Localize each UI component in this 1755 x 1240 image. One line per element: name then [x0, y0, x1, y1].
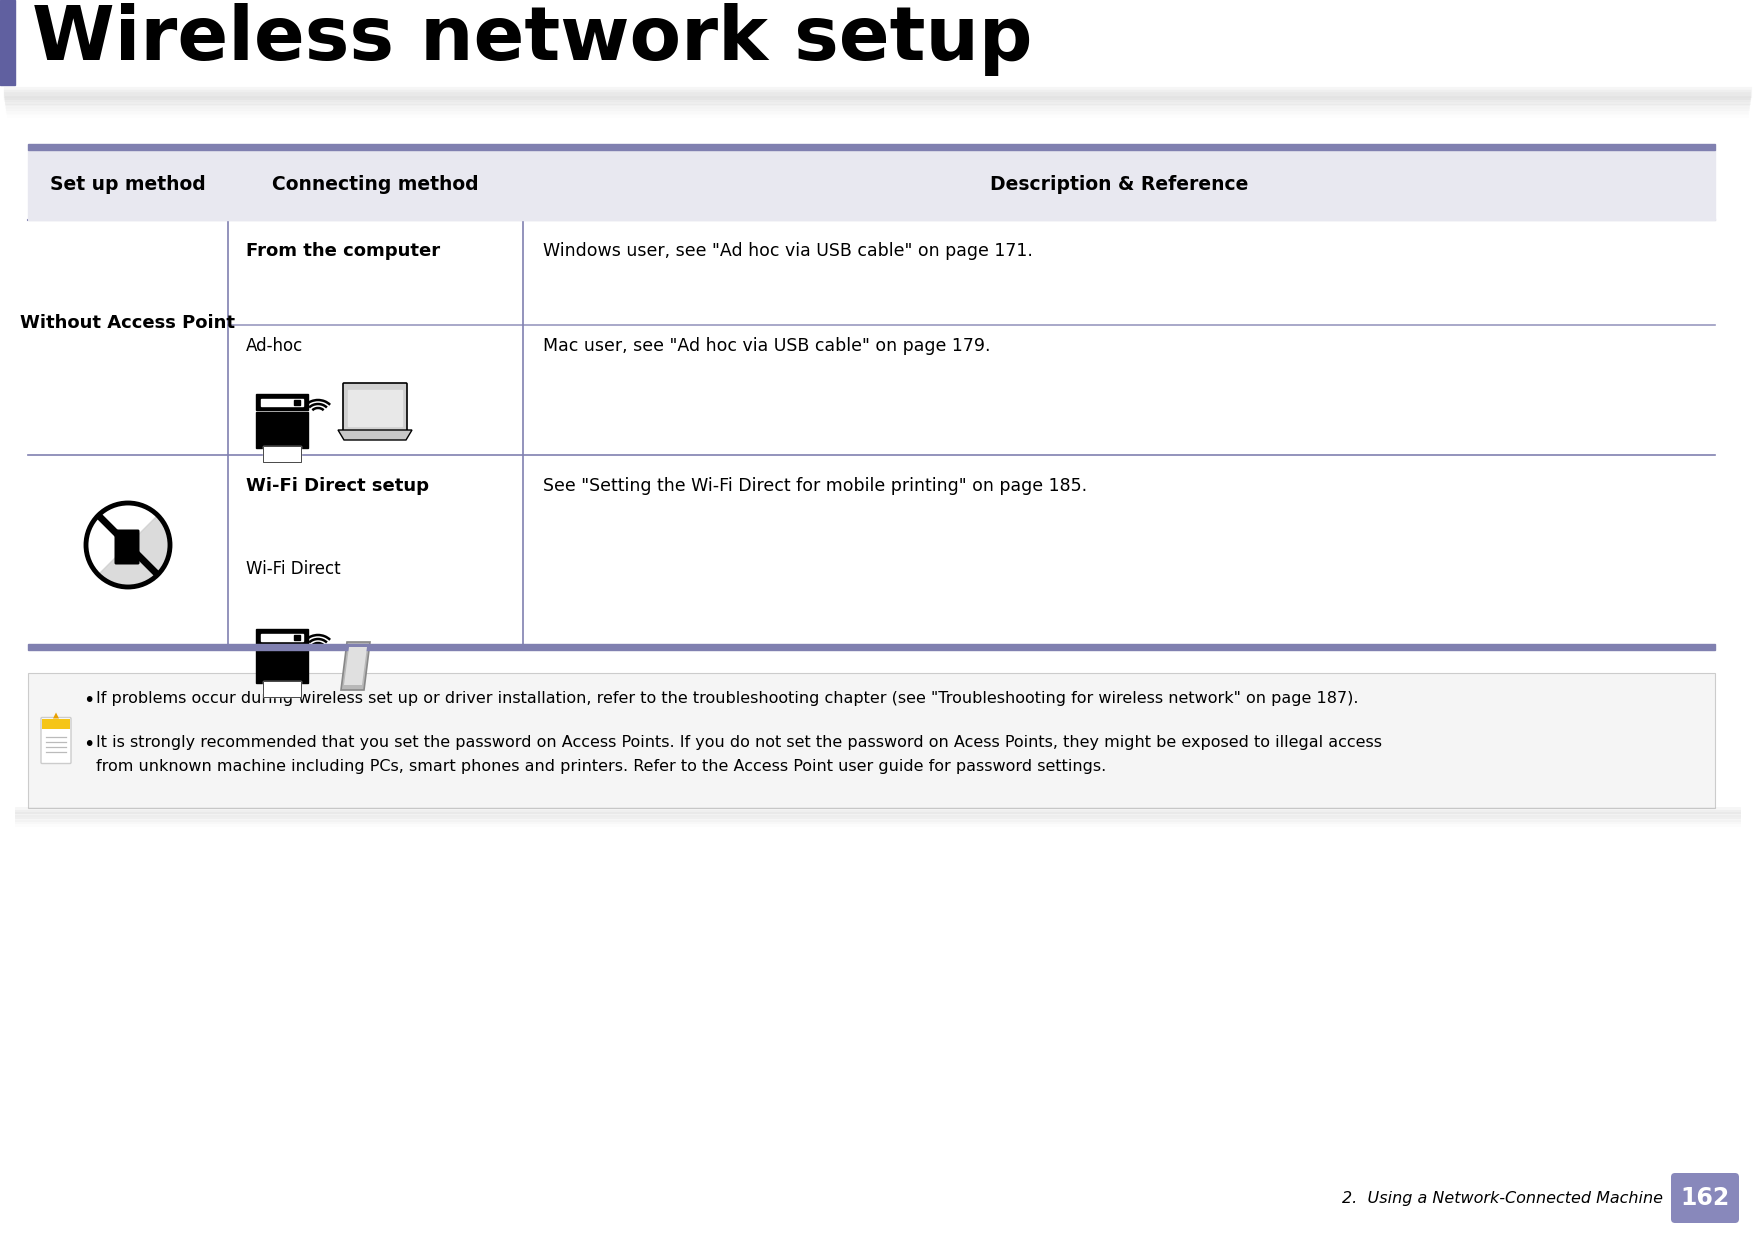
Bar [263, 446, 302, 463]
Text: From the computer: From the computer [246, 242, 441, 260]
Text: Description & Reference: Description & Reference [990, 176, 1248, 195]
Bar [28, 644, 1715, 650]
Text: Set up method: Set up method [51, 176, 205, 195]
Bar [263, 446, 302, 463]
Bar [28, 673, 1715, 808]
Bar [263, 681, 302, 697]
Text: If problems occur during wireless set up or driver installation, refer to the tr: If problems occur during wireless set up… [97, 691, 1358, 706]
FancyBboxPatch shape [342, 383, 407, 432]
Text: Wireless network setup: Wireless network setup [32, 4, 1032, 77]
Text: from unknown machine including PCs, smart phones and printers. Refer to the Acce: from unknown machine including PCs, smar… [97, 759, 1106, 774]
Bar [261, 399, 304, 405]
Polygon shape [53, 713, 60, 718]
Text: Ad-hoc: Ad-hoc [246, 337, 304, 355]
Text: See "Setting the Wi-Fi Direct for mobile printing" on page 185.: See "Setting the Wi-Fi Direct for mobile… [542, 477, 1086, 495]
Bar [256, 629, 307, 645]
Bar [295, 635, 300, 640]
Text: Wi-Fi Direct: Wi-Fi Direct [246, 560, 340, 578]
Text: Mac user, see "Ad hoc via USB cable" on page 179.: Mac user, see "Ad hoc via USB cable" on … [542, 337, 990, 355]
Polygon shape [98, 516, 170, 587]
Text: •: • [82, 691, 95, 711]
Bar [28, 150, 1715, 219]
Text: •: • [82, 735, 95, 754]
FancyBboxPatch shape [114, 529, 139, 564]
Bar [256, 647, 307, 683]
Polygon shape [340, 642, 370, 689]
FancyBboxPatch shape [40, 718, 70, 764]
Text: Connecting method: Connecting method [272, 176, 479, 195]
Bar [256, 412, 307, 448]
Bar [256, 394, 307, 410]
FancyBboxPatch shape [1671, 1173, 1739, 1223]
Text: Windows user, see "Ad hoc via USB cable" on page 171.: Windows user, see "Ad hoc via USB cable"… [542, 242, 1034, 260]
Text: 162: 162 [1680, 1185, 1730, 1210]
Text: 2.  Using a Network-Connected Machine: 2. Using a Network-Connected Machine [1343, 1190, 1664, 1205]
Bar [28, 144, 1715, 150]
Bar [263, 681, 302, 697]
Bar [42, 718, 70, 729]
Polygon shape [344, 647, 367, 684]
Text: It is strongly recommended that you set the password on Access Points. If you do: It is strongly recommended that you set … [97, 735, 1381, 750]
Polygon shape [339, 430, 412, 440]
Bar [0, 0, 16, 86]
Text: Wi-Fi Direct setup: Wi-Fi Direct setup [246, 477, 428, 495]
Bar [347, 391, 402, 427]
Bar [261, 634, 304, 641]
Text: Without Access Point: Without Access Point [21, 314, 235, 331]
Bar [295, 401, 300, 405]
